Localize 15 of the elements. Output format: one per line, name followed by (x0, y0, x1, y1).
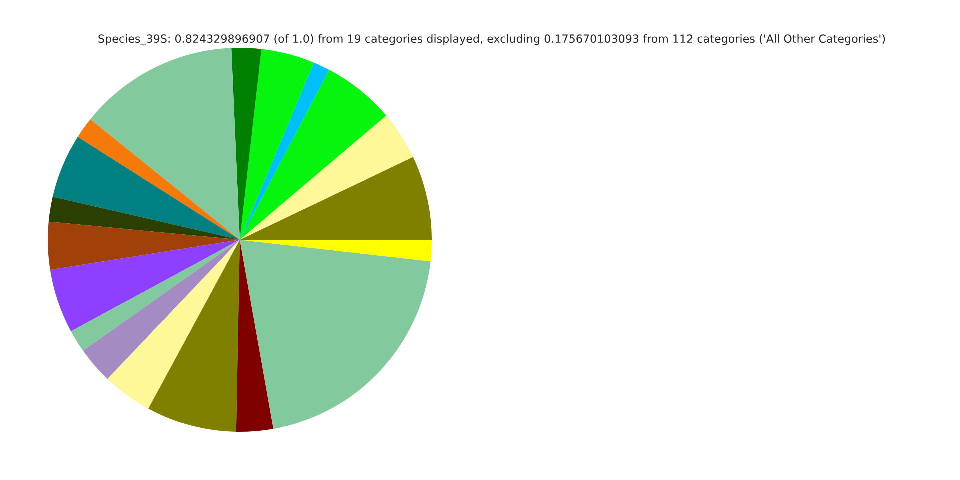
pie-slice (108, 240, 240, 409)
pie-slice (240, 157, 432, 240)
pie-slice (50, 240, 240, 332)
pie-slice (240, 116, 414, 240)
pie-slice (78, 119, 240, 240)
pie-slice (48, 196, 240, 240)
pie-slice (52, 137, 240, 240)
pie-slice (83, 240, 240, 380)
pie-slice (240, 240, 432, 262)
pie-slice (148, 240, 240, 432)
pie-slice (240, 62, 330, 240)
pie-slice (232, 48, 262, 240)
text: Species_39S: 0.824329896907 (of 1.0) from 19 categories displayed, excluding 0.175670103093 from 112 categories ('All Other Categories') (98, 34, 886, 46)
pie-slice (236, 240, 274, 432)
pie-slice (48, 222, 240, 270)
